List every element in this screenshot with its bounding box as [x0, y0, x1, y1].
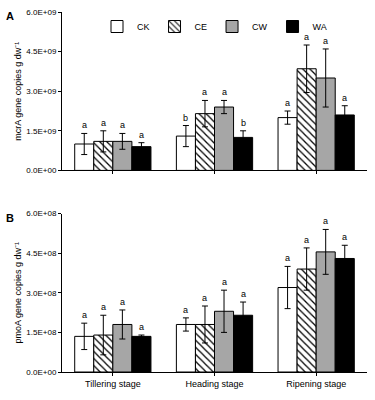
svg-text:Ripening stage: Ripening stage: [286, 379, 346, 389]
svg-text:4.5E+08: 4.5E+08: [26, 249, 57, 258]
svg-text:3.0E+09: 3.0E+09: [26, 87, 57, 96]
svg-text:CW: CW: [252, 22, 267, 32]
svg-text:a: a: [101, 302, 106, 312]
svg-text:Heading stage: Heading stage: [185, 379, 243, 389]
svg-text:Tillering stage: Tillering stage: [85, 379, 141, 389]
svg-text:1.5E+08: 1.5E+08: [26, 328, 57, 337]
svg-text:mcrA gene copies g dw⁻¹: mcrA gene copies g dw⁻¹: [13, 42, 23, 141]
svg-text:a: a: [139, 130, 144, 140]
svg-text:a: a: [304, 235, 309, 245]
svg-text:b: b: [183, 113, 188, 123]
svg-text:CE: CE: [195, 22, 208, 32]
svg-text:a: a: [241, 289, 246, 299]
svg-text:4.5E+09: 4.5E+09: [26, 47, 57, 56]
svg-text:a: a: [285, 253, 290, 263]
svg-text:a: a: [82, 310, 87, 320]
svg-text:a: a: [342, 232, 347, 242]
svg-text:1.5E+09: 1.5E+09: [26, 127, 57, 136]
svg-text:a: a: [120, 120, 125, 130]
svg-text:0.0E+00: 0.0E+00: [26, 368, 57, 377]
svg-text:6.0E+09: 6.0E+09: [26, 8, 57, 17]
svg-text:a: a: [342, 93, 347, 103]
svg-text:a: a: [304, 32, 309, 42]
svg-text:CK: CK: [137, 22, 150, 32]
svg-text:a: a: [202, 293, 207, 303]
svg-text:6.0E+08: 6.0E+08: [26, 209, 57, 218]
svg-text:a: a: [202, 87, 207, 97]
svg-text:pmoA gene copies g dw⁻¹: pmoA gene copies g dw⁻¹: [13, 242, 23, 344]
svg-text:a: a: [323, 36, 328, 46]
svg-text:a: a: [285, 98, 290, 108]
svg-text:WA: WA: [313, 22, 327, 32]
svg-text:a: a: [183, 305, 188, 315]
svg-text:a: a: [101, 118, 106, 128]
svg-text:b: b: [241, 118, 246, 128]
svg-text:a: a: [82, 120, 87, 130]
svg-text:B: B: [6, 212, 14, 224]
svg-text:A: A: [6, 10, 14, 22]
svg-text:a: a: [323, 216, 328, 226]
svg-text:a: a: [222, 87, 227, 97]
svg-text:a: a: [139, 322, 144, 332]
svg-text:a: a: [120, 297, 125, 307]
svg-text:0.0E+00: 0.0E+00: [26, 166, 57, 175]
svg-text:a: a: [222, 277, 227, 287]
svg-text:3.0E+08: 3.0E+08: [26, 289, 57, 298]
